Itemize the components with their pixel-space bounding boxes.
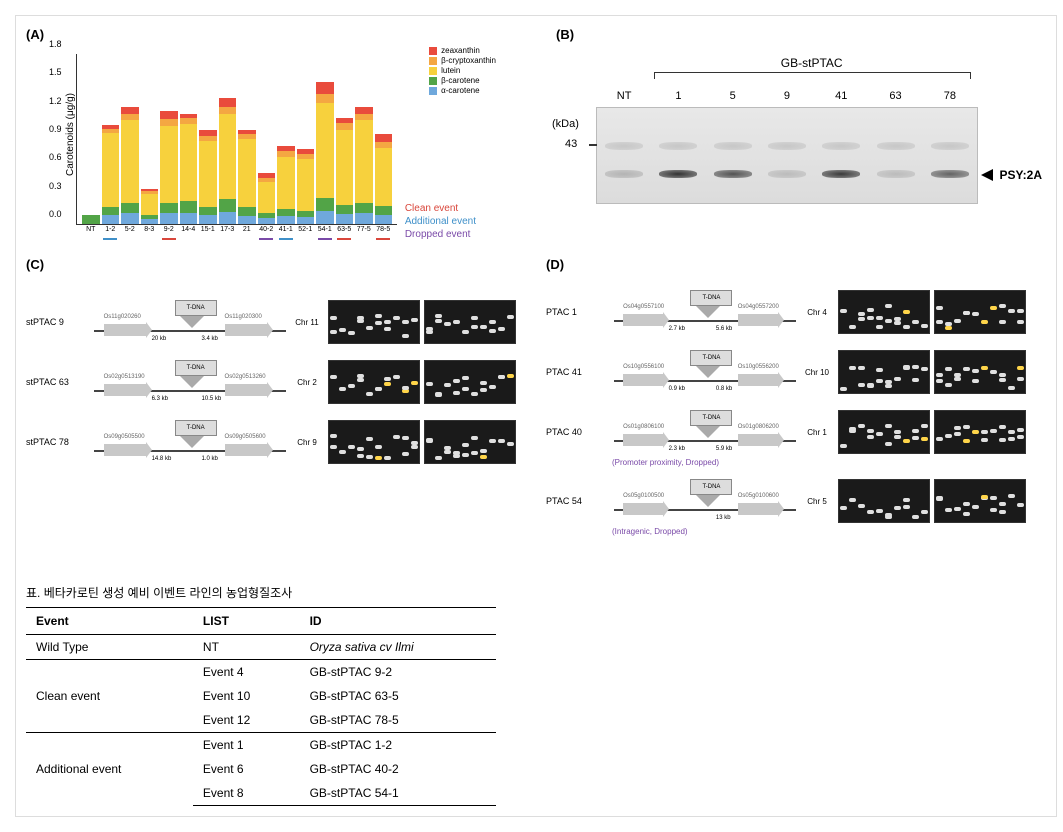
insertion-row: PTAC 54Os05g0100500Os05g0100600T-DNA13 k…	[546, 473, 1026, 529]
bar-78-5: 78-5	[375, 54, 393, 224]
gel-image: LB	[328, 420, 420, 464]
blot-group-label: GB-stPTAC	[654, 56, 969, 70]
insertion-row: stPTAC 63Os02g0513190Os02g0513260T-DNA6.…	[26, 354, 516, 410]
bar-40-2: 40-2	[258, 54, 276, 224]
gel-image: RB	[424, 420, 516, 464]
y-axis-label: Carotenoids (μg/g)	[65, 93, 76, 176]
table-body: Wild TypeNTOryza sativa cv IlmiClean eve…	[26, 635, 496, 806]
panel-b: (B) GB-stPTAC NT159416378 (kDa) 43 PSY:2…	[556, 26, 1016, 186]
table-row: Additional eventEvent 1GB-stPTAC 1-2	[26, 733, 496, 758]
gel-image: RB	[424, 360, 516, 404]
panel-c-rows: stPTAC 9Os11g020260Os11g020300T-DNA20 kb…	[26, 294, 516, 470]
gel-image: LB	[328, 360, 420, 404]
marker-43-label: 43	[565, 138, 577, 150]
insertion-row: stPTAC 78Os09g0505500Os09g0505600T-DNA14…	[26, 414, 516, 470]
table-row: Clean eventEvent 4GB-stPTAC 9-2	[26, 660, 496, 685]
table-header-row: EventLISTID	[26, 608, 496, 635]
western-blot: GB-stPTAC NT159416378 (kDa) 43 PSY:2A	[596, 107, 978, 204]
event-legend: Clean eventAdditional eventDropped event	[405, 202, 476, 241]
gel-image: RB	[934, 410, 1026, 454]
blot-lane-labels: NT159416378	[597, 90, 977, 102]
kda-label: (kDa)	[552, 118, 579, 130]
bar-1-2: 1-2	[102, 54, 120, 224]
insertion-row: PTAC 1Os04g0557100Os04g0557200T-DNA2.7 k…	[546, 284, 1026, 340]
bar-63-5: 63-5	[336, 54, 354, 224]
bar-14-4: 14-4	[180, 54, 198, 224]
carotenoid-stacked-bar-chart: Carotenoids (μg/g) 0.00.30.60.91.21.51.8…	[76, 54, 397, 225]
panel-b-label: (B)	[556, 27, 574, 42]
panel-d-label: (D)	[546, 257, 564, 272]
panel-d: (D) PTAC 1Os04g0557100Os04g0557200T-DNA2…	[546, 256, 1026, 536]
gel-image: RB	[424, 300, 516, 344]
psy2a-arrow-label: PSY:2A	[981, 168, 1042, 182]
gel-image: LB	[838, 479, 930, 523]
bar-15-1: 15-1	[199, 54, 217, 224]
bar-77-5: 77-5	[355, 54, 373, 224]
gel-image: RB	[934, 350, 1026, 394]
event-table-panel: 표. 베타카로틴 생성 예비 이벤트 라인의 농업형질조사 EventLISTI…	[26, 584, 516, 806]
panel-c: (C) stPTAC 9Os11g020260Os11g020300T-DNA2…	[26, 256, 516, 516]
insertion-row: PTAC 41Os10g0556100Os10g0556200T-DNA0.9 …	[546, 344, 1026, 400]
blot-group-bracket	[654, 72, 971, 79]
bar-5-2: 5-2	[121, 54, 139, 224]
figure-container: (A) Carotenoids (μg/g) 0.00.30.60.91.21.…	[15, 15, 1057, 817]
bar-8-3: 8-3	[141, 54, 159, 224]
panel-c-label: (C)	[26, 257, 44, 272]
gel-image: LB	[838, 290, 930, 334]
gel-image: LB	[838, 410, 930, 454]
panel-a: (A) Carotenoids (μg/g) 0.00.30.60.91.21.…	[26, 26, 506, 246]
table-title: 표. 베타카로틴 생성 예비 이벤트 라인의 농업형질조사	[26, 584, 516, 601]
bar-21: 21	[238, 54, 256, 224]
bar-17-3: 17-3	[219, 54, 237, 224]
panel-a-label: (A)	[26, 27, 44, 42]
bar-NT: NT	[82, 54, 100, 224]
table-row: Wild TypeNTOryza sativa cv Ilmi	[26, 635, 496, 660]
gel-image: LB	[838, 350, 930, 394]
bar-54-1: 54-1	[316, 54, 334, 224]
bars-row: NT1-25-28-39-214-415-117-32140-241-152-1…	[82, 54, 392, 224]
bar-41-1: 41-1	[277, 54, 295, 224]
insertion-row: stPTAC 9Os11g020260Os11g020300T-DNA20 kb…	[26, 294, 516, 350]
carotenoid-legend: zeaxanthinβ-cryptoxanthinluteinβ-caroten…	[429, 46, 496, 96]
marker-line	[589, 144, 597, 146]
gel-image: LB	[328, 300, 420, 344]
bar-9-2: 9-2	[160, 54, 178, 224]
bar-52-1: 52-1	[297, 54, 315, 224]
insertion-row: PTAC 40Os01g0806100Os01g0806200T-DNA2.3 …	[546, 404, 1026, 460]
event-table: EventLISTID Wild TypeNTOryza sativa cv I…	[26, 607, 496, 806]
gel-image: RB	[934, 479, 1026, 523]
panel-d-rows: PTAC 1Os04g0557100Os04g0557200T-DNA2.7 k…	[546, 284, 1026, 536]
gel-image: RB	[934, 290, 1026, 334]
